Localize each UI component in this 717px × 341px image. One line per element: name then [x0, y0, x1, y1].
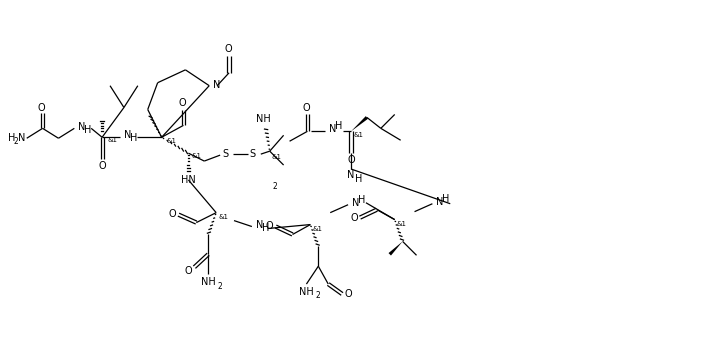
Text: S: S — [222, 149, 228, 159]
Text: O: O — [347, 155, 355, 165]
Text: S: S — [250, 149, 256, 159]
Text: O: O — [266, 221, 274, 231]
Text: O: O — [38, 103, 45, 113]
Text: N: N — [213, 80, 221, 90]
Text: O: O — [168, 209, 176, 219]
Text: O: O — [224, 44, 232, 54]
Text: N: N — [124, 130, 131, 140]
Text: O: O — [303, 103, 310, 113]
Text: N: N — [329, 124, 336, 134]
Text: H: H — [358, 195, 366, 205]
Text: 2: 2 — [315, 292, 320, 300]
Text: H: H — [85, 125, 92, 135]
Text: &1: &1 — [313, 225, 323, 232]
Text: NH: NH — [257, 115, 271, 124]
Text: O: O — [184, 266, 192, 276]
Text: H: H — [442, 194, 450, 204]
Text: &1: &1 — [397, 221, 407, 226]
Text: &1: &1 — [191, 153, 201, 159]
Text: H: H — [355, 174, 362, 184]
Text: N: N — [347, 170, 355, 180]
Text: N: N — [437, 197, 444, 207]
Text: O: O — [98, 161, 106, 171]
Text: N: N — [78, 122, 85, 132]
Text: N: N — [18, 133, 25, 143]
Text: NH: NH — [201, 277, 216, 287]
Text: H: H — [8, 133, 15, 143]
Polygon shape — [389, 241, 403, 255]
Text: H: H — [130, 133, 137, 143]
Text: NH: NH — [299, 287, 314, 297]
Text: &1: &1 — [353, 132, 363, 138]
Text: 2: 2 — [272, 182, 277, 191]
Text: 2: 2 — [14, 137, 19, 146]
Text: &1: &1 — [218, 213, 228, 220]
Text: H: H — [262, 223, 269, 233]
Text: &1: &1 — [107, 137, 117, 143]
Text: O: O — [350, 212, 358, 223]
Text: &1: &1 — [166, 138, 176, 144]
Text: HN: HN — [181, 175, 196, 185]
Text: &1: &1 — [272, 154, 282, 160]
Text: 2: 2 — [217, 282, 222, 291]
Text: O: O — [179, 98, 186, 107]
Polygon shape — [351, 116, 368, 131]
Text: H: H — [335, 121, 343, 131]
Text: N: N — [352, 198, 359, 208]
Text: O: O — [344, 289, 352, 299]
Text: N: N — [256, 220, 263, 229]
